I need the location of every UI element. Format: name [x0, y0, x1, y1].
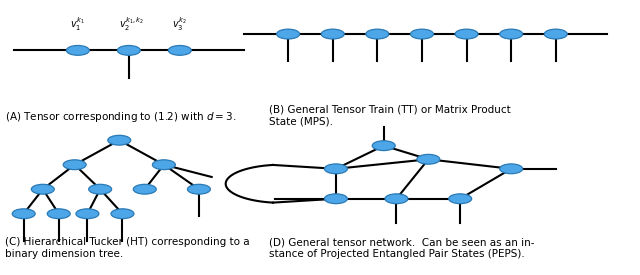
Text: (C) Hierarchical Tucker (HT) corresponding to a
binary dimension tree.: (C) Hierarchical Tucker (HT) correspondi…	[4, 237, 249, 259]
Circle shape	[31, 184, 54, 194]
Circle shape	[168, 45, 191, 55]
Circle shape	[63, 160, 86, 170]
Circle shape	[385, 194, 408, 204]
Circle shape	[47, 209, 70, 219]
Circle shape	[321, 29, 344, 39]
Circle shape	[449, 194, 472, 204]
Text: $v_3^{k_2}$: $v_3^{k_2}$	[172, 15, 187, 33]
Circle shape	[67, 45, 90, 55]
Circle shape	[89, 184, 111, 194]
Circle shape	[76, 209, 99, 219]
Circle shape	[410, 29, 433, 39]
Circle shape	[544, 29, 567, 39]
Circle shape	[108, 135, 131, 145]
Text: (B) General Tensor Train (TT) or Matrix Product
State (MPS).: (B) General Tensor Train (TT) or Matrix …	[269, 105, 511, 127]
Circle shape	[111, 209, 134, 219]
Circle shape	[500, 29, 523, 39]
Text: (D) General tensor network.  Can be seen as an in-
stance of Projected Entangled: (D) General tensor network. Can be seen …	[269, 237, 534, 259]
Circle shape	[366, 29, 389, 39]
Circle shape	[12, 209, 35, 219]
Text: $v_2^{k_1,k_2}$: $v_2^{k_1,k_2}$	[119, 15, 145, 33]
Text: (A) Tensor corresponding to (1.2) with $d=3$.: (A) Tensor corresponding to (1.2) with $…	[4, 110, 236, 124]
Circle shape	[152, 160, 175, 170]
Circle shape	[500, 164, 523, 174]
Circle shape	[372, 141, 395, 151]
Circle shape	[455, 29, 478, 39]
Circle shape	[417, 154, 440, 164]
Text: $v_1^{k_1}$: $v_1^{k_1}$	[70, 15, 85, 33]
Circle shape	[324, 194, 348, 204]
Circle shape	[276, 29, 300, 39]
Circle shape	[133, 184, 156, 194]
Circle shape	[324, 164, 348, 174]
Circle shape	[188, 184, 211, 194]
Circle shape	[117, 45, 140, 55]
